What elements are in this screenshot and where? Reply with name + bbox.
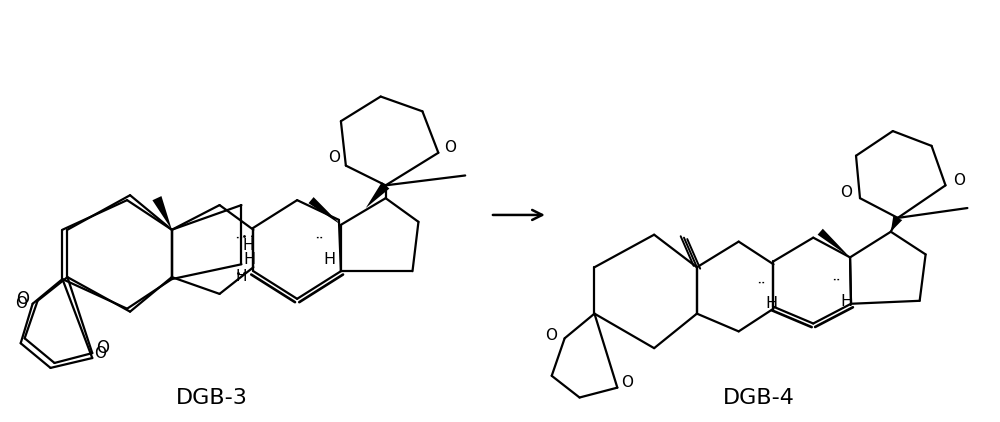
Text: H: H [236, 269, 247, 284]
Text: O: O [444, 141, 456, 155]
Text: DGB-3: DGB-3 [176, 387, 248, 408]
Text: O: O [94, 346, 106, 361]
Polygon shape [152, 196, 172, 230]
Text: H: H [243, 252, 255, 267]
Polygon shape [891, 216, 902, 232]
Text: O: O [16, 290, 29, 308]
Text: H: H [765, 296, 778, 311]
Polygon shape [818, 229, 850, 257]
Text: O: O [621, 375, 633, 390]
Polygon shape [309, 197, 341, 225]
Text: O: O [953, 173, 965, 188]
Text: H: H [243, 238, 254, 253]
Text: O: O [328, 150, 340, 165]
Text: H: H [323, 252, 335, 267]
Polygon shape [366, 182, 389, 208]
Text: DGB-4: DGB-4 [723, 387, 794, 408]
Text: O: O [96, 339, 109, 357]
Text: O: O [545, 328, 557, 343]
Text: H: H [840, 294, 852, 309]
Text: O: O [840, 185, 852, 200]
Text: O: O [15, 296, 27, 311]
